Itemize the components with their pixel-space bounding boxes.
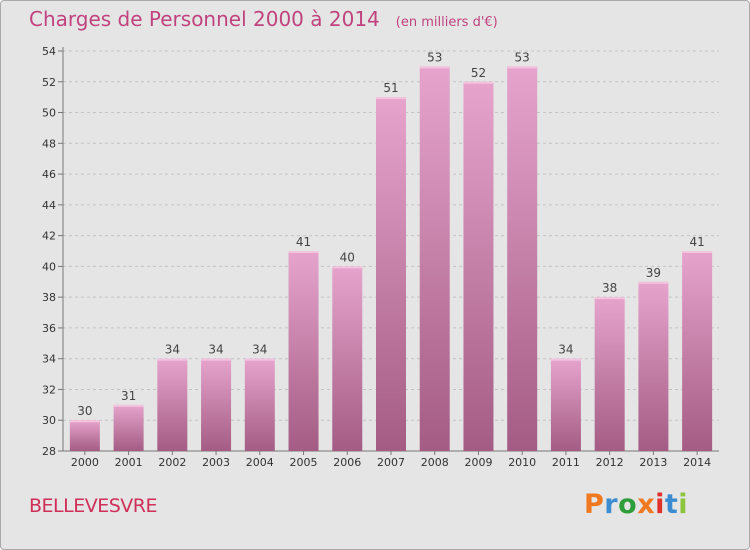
bar-2013	[638, 281, 669, 451]
bar-2003	[201, 358, 232, 451]
bar-highlight	[332, 266, 363, 269]
y-tick-label: 52	[42, 76, 56, 89]
y-tick-label: 54	[42, 45, 56, 58]
y-tick-label: 30	[42, 414, 56, 427]
bar-2007	[376, 97, 406, 452]
x-tick-label-2003: 2003	[202, 456, 230, 469]
bar-2001	[113, 404, 144, 451]
bar-highlight	[113, 404, 144, 407]
value-label-2013: 39	[646, 266, 661, 280]
bar-2012	[594, 297, 625, 451]
value-label-2007: 51	[383, 81, 398, 95]
x-tick-label-2007: 2007	[377, 456, 405, 469]
bar-highlight	[157, 358, 188, 361]
bar-highlight	[244, 358, 275, 361]
bar-highlight	[463, 81, 494, 84]
title-text: Charges de Personnel 2000 à 2014	[29, 7, 380, 31]
x-tick-label-2013: 2013	[639, 456, 667, 469]
x-tick-label-2011: 2011	[552, 456, 580, 469]
brand-letter: i	[655, 489, 665, 520]
x-tick-label-2014: 2014	[683, 456, 711, 469]
data-labels: 30 31 34 34 34 41 40 51 53 52 53 34 38 39 41	[77, 50, 705, 418]
bar-2005	[288, 251, 319, 451]
chart-subtitle: (en milliers d'€)	[395, 15, 498, 30]
x-tick-label-2005: 2005	[290, 456, 318, 469]
proxiti-logo[interactable]: Proxiti	[584, 489, 688, 520]
brand-letter: i	[678, 489, 689, 520]
y-tick-label: 38	[42, 291, 56, 304]
bar-highlight	[376, 97, 406, 100]
bar-2009	[463, 81, 494, 452]
x-tick-label-2004: 2004	[246, 456, 274, 469]
y-tick-label: 48	[42, 137, 56, 150]
y-tick-label: 42	[42, 230, 56, 243]
y-tick-label: 28	[42, 445, 56, 458]
bar-highlight	[507, 66, 538, 69]
brand-letter: P	[584, 489, 605, 520]
value-label-2008: 53	[427, 50, 442, 64]
value-label-2010: 53	[515, 50, 530, 64]
bar-highlight	[288, 251, 319, 253]
value-label-2012: 38	[602, 281, 617, 295]
bar-highlight	[69, 420, 100, 423]
bar-2004	[244, 358, 275, 451]
brand-letter: o	[618, 489, 638, 520]
y-tick-label: 46	[42, 168, 56, 181]
bar-highlight	[594, 297, 625, 300]
chart-title: Charges de Personnel 2000 à 2014 (en mill…	[29, 7, 498, 31]
y-tick-label: 44	[42, 199, 56, 212]
bar-2002	[157, 358, 188, 451]
x-tick-label-2012: 2012	[596, 456, 624, 469]
x-tick-label-2006: 2006	[333, 456, 361, 469]
value-label-2001: 31	[121, 389, 136, 403]
x-tick-label-2000: 2000	[71, 456, 99, 469]
place-name: BELLEVESVRE	[29, 495, 157, 517]
y-tick-label: 50	[42, 107, 56, 120]
bar-2014	[682, 251, 713, 451]
y-tick-label: 32	[42, 383, 56, 396]
value-label-2004: 34	[252, 343, 267, 357]
x-tick-label-2010: 2010	[508, 456, 536, 469]
value-label-2002: 34	[165, 343, 180, 357]
value-label-2000: 30	[77, 404, 92, 418]
y-tick-label: 40	[42, 260, 56, 273]
x-tick-label-2001: 2001	[115, 456, 143, 469]
bar-highlight	[550, 358, 581, 361]
value-label-2006: 40	[340, 250, 355, 264]
value-label-2011: 34	[558, 343, 573, 357]
y-tick-label: 34	[42, 353, 56, 366]
brand-letter: r	[604, 489, 619, 520]
bar-highlight	[419, 66, 450, 69]
value-label-2014: 41	[689, 235, 704, 249]
x-tick-label-2008: 2008	[421, 456, 449, 469]
y-tick-label: 36	[42, 322, 56, 335]
bar-highlight	[638, 281, 669, 284]
value-label-2005: 41	[296, 235, 311, 249]
x-tick-label-2002: 2002	[158, 456, 186, 469]
x-tick-label-2009: 2009	[464, 456, 492, 469]
tick-labels: 28 30 32 34 36 38 40 42 44 46 48 50 52 54 2000 2001 2002…	[42, 45, 711, 469]
brand-letter: x	[637, 489, 656, 520]
bar-2011	[550, 358, 581, 451]
bars	[69, 66, 713, 452]
value-label-2003: 34	[208, 343, 223, 357]
bar-highlight	[201, 358, 232, 361]
bar-2010	[507, 66, 538, 451]
value-label-2009: 52	[471, 66, 486, 80]
brand-letter: t	[664, 489, 679, 520]
bar-2006	[332, 266, 363, 451]
bar-2000	[69, 420, 100, 451]
bar-highlight	[682, 251, 713, 253]
bar-2008	[419, 66, 450, 451]
